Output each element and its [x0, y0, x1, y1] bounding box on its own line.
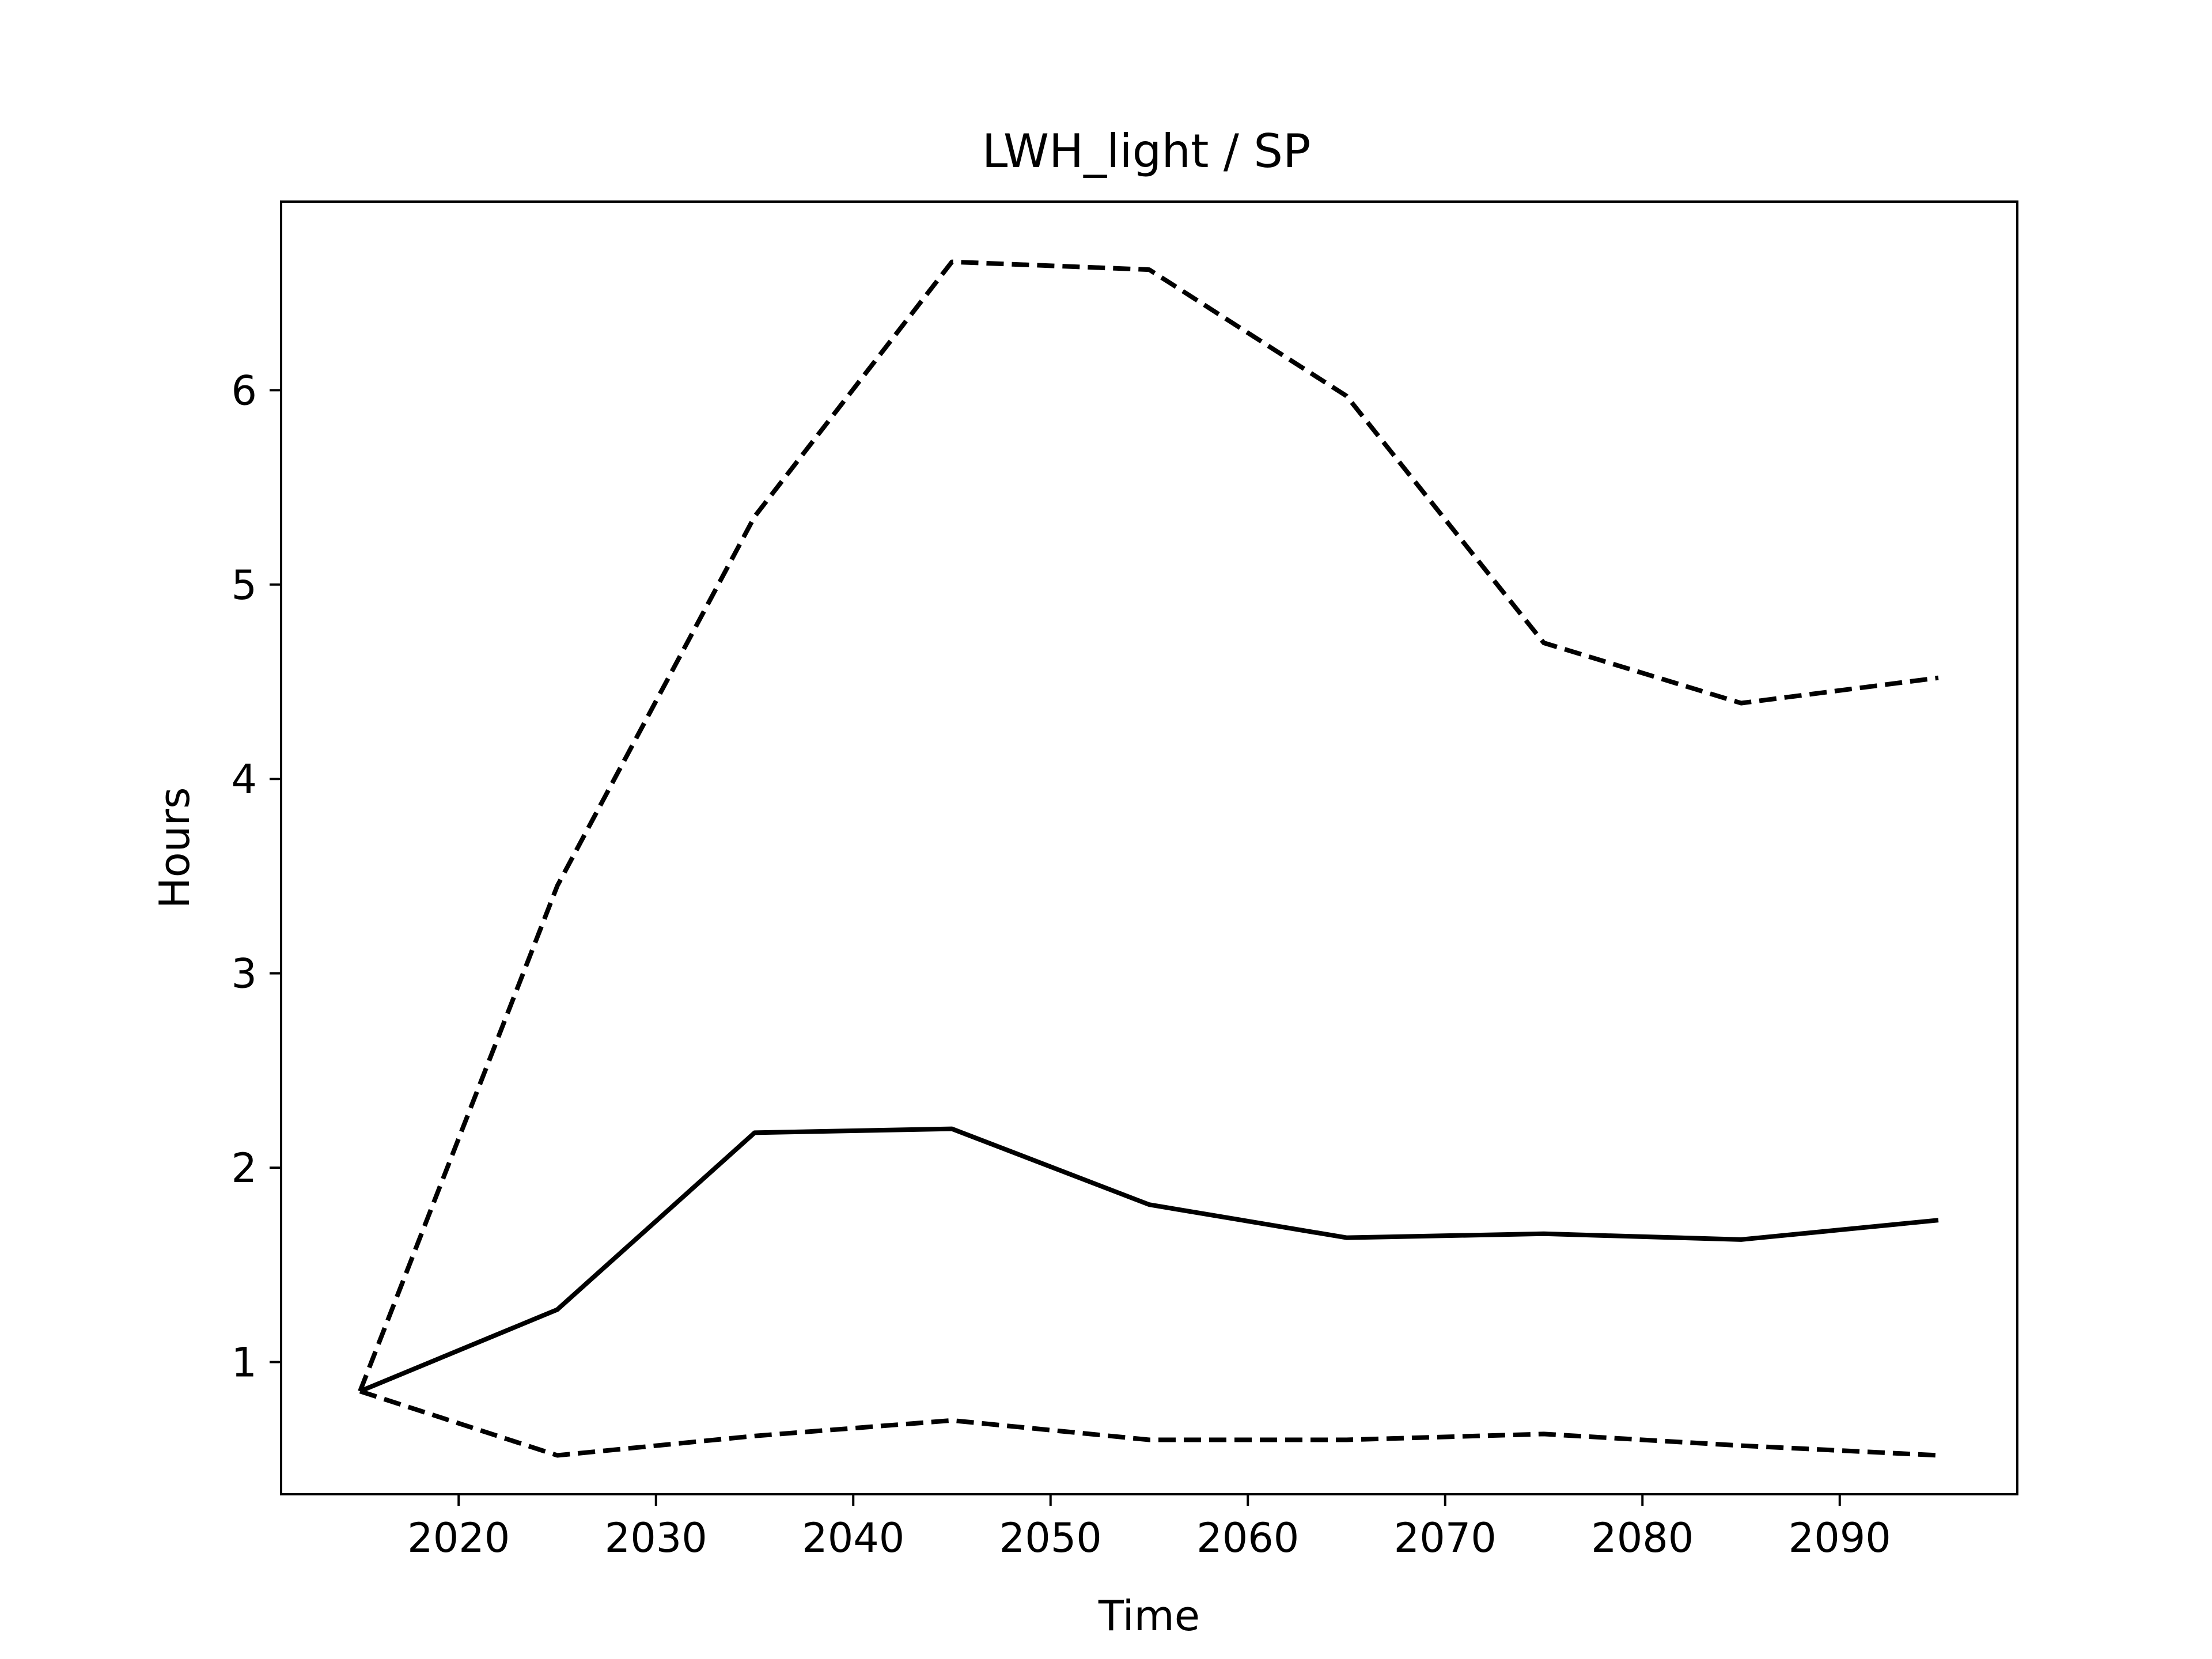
series-line-1: [359, 1126, 1939, 1393]
x-axis-ticks: 2020 2030 2040 2050 2060 2070 2080 2090: [407, 1494, 1891, 1562]
y-tick-label: 4: [231, 756, 257, 803]
chart-title: LWH_light / SP: [982, 124, 1311, 178]
series-line-3: [359, 1389, 1939, 1458]
series-layer: [358, 259, 1939, 1458]
y-axis-label: Hours: [150, 787, 199, 909]
plot-frame: [280, 200, 2018, 1495]
y-axis-ticks: 1 2 3 4 5 6: [231, 367, 281, 1387]
x-tick-label: 2070: [1394, 1514, 1497, 1562]
y-tick-label: 6: [231, 367, 257, 414]
x-tick-label: 2040: [802, 1514, 904, 1562]
y-tick-label: 2: [231, 1145, 257, 1192]
y-tick-label: 3: [231, 950, 257, 998]
y-tick-label: 5: [231, 562, 257, 609]
x-tick-label: 2080: [1591, 1514, 1694, 1562]
y-tick-label: 1: [231, 1339, 257, 1387]
series-line-2: [358, 259, 1939, 1392]
x-tick-label: 2090: [1789, 1514, 1891, 1562]
x-axis-label: Time: [1098, 1592, 1200, 1640]
x-tick-label: 2060: [1196, 1514, 1299, 1562]
x-tick-label: 2030: [605, 1514, 707, 1562]
x-tick-label: 2020: [407, 1514, 510, 1562]
x-tick-label: 2050: [999, 1514, 1102, 1562]
